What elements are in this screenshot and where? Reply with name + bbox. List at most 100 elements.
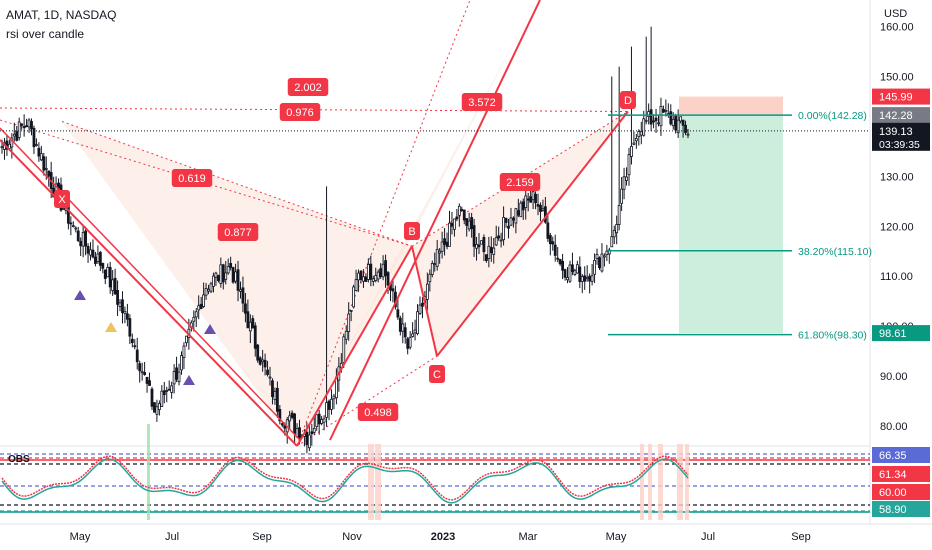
- candle-body: [642, 118, 646, 136]
- candle-body: [588, 275, 592, 282]
- x-tick-label: 2023: [431, 531, 455, 543]
- oscillator-tag-bg: [872, 501, 930, 517]
- ratio-label-bg: [171, 169, 213, 187]
- candle-body: [121, 299, 124, 314]
- candle-body: [256, 344, 260, 361]
- candle-body: [448, 222, 451, 247]
- candle-body: [261, 359, 265, 363]
- candle-body: [175, 367, 178, 380]
- candle-body: [253, 325, 257, 349]
- candle-body: [497, 235, 501, 239]
- candle-body: [482, 237, 486, 253]
- point-label-c-bg: [429, 365, 445, 383]
- candle-body: [357, 272, 360, 281]
- oscillator-highlight: [677, 444, 683, 520]
- candle-body: [443, 238, 446, 245]
- candle-body: [391, 288, 395, 292]
- candle-body: [425, 283, 429, 300]
- oscillator-highlight: [375, 444, 381, 520]
- candle-body: [32, 127, 36, 148]
- candle-body: [74, 227, 78, 230]
- candle-body: [502, 217, 505, 241]
- candle-body: [150, 388, 154, 407]
- candle-body: [622, 176, 626, 190]
- x-tick-label: Jul: [165, 531, 179, 543]
- candle-body: [440, 241, 444, 252]
- candle-body: [275, 387, 279, 412]
- candle-body: [435, 248, 439, 267]
- candle-body: [180, 355, 183, 371]
- ratio-label: 0.619: [178, 173, 206, 185]
- candle-body: [408, 337, 412, 348]
- ratio-label: 0.976: [286, 107, 314, 119]
- oscillator-tag: 61.34: [879, 469, 907, 481]
- x-tick-label: Sep: [252, 531, 272, 543]
- candle-body: [521, 201, 525, 211]
- candle-body: [17, 121, 21, 138]
- ratio-label: 2.002: [294, 82, 322, 94]
- candle-body: [416, 311, 419, 334]
- candle-body: [118, 302, 122, 307]
- candle-body: [519, 202, 523, 218]
- ratio-label-bg: [279, 103, 321, 121]
- candle-body: [76, 230, 80, 242]
- candle-body: [344, 330, 348, 340]
- candle-body: [541, 208, 545, 211]
- candle-body: [411, 333, 415, 337]
- oscillator-main-line: [1, 455, 689, 501]
- candle-body: [561, 260, 565, 271]
- candle-body: [492, 247, 496, 255]
- candle-body: [516, 210, 520, 216]
- candle-body: [160, 390, 164, 408]
- candle-body: [312, 428, 316, 433]
- y-tick-label: 90.00: [880, 371, 908, 383]
- candle-body: [639, 131, 643, 136]
- point-label-d: D: [624, 95, 632, 107]
- candle-body: [401, 323, 405, 332]
- candle-body: [162, 390, 166, 396]
- candle-body: [42, 156, 46, 171]
- candle-body: [315, 414, 319, 427]
- candle-body: [106, 267, 110, 278]
- candle-body: [140, 371, 144, 374]
- candle-body: [69, 222, 73, 225]
- oscillator-tag-bg: [872, 447, 930, 463]
- candle-body: [185, 335, 188, 344]
- candle-body: [669, 111, 673, 125]
- candle-body: [37, 147, 41, 157]
- candle-body: [96, 253, 100, 262]
- price-tag-bg: [872, 122, 930, 151]
- candle-body: [111, 279, 115, 291]
- candle-body: [615, 224, 619, 234]
- price-tag: 98.61: [879, 328, 907, 340]
- candle-body: [35, 144, 38, 146]
- candle-body: [534, 193, 537, 204]
- point-label-x-bg: [54, 190, 70, 208]
- candle-body: [98, 251, 102, 266]
- candle-body: [664, 109, 668, 112]
- oscillator-highlight: [648, 444, 652, 520]
- candle-body: [625, 176, 628, 181]
- candle-body: [71, 225, 75, 228]
- candle-body: [384, 260, 387, 277]
- candle-body: [433, 263, 437, 265]
- x-tick-label: May: [606, 531, 627, 543]
- oscillator-tag: 60.00: [879, 487, 907, 499]
- candle-body: [637, 131, 641, 138]
- candle-body: [278, 408, 282, 422]
- candle-body: [332, 395, 336, 400]
- x-tick-label: Nov: [342, 531, 362, 543]
- candle-body: [504, 218, 508, 223]
- oscillator-highlight: [685, 444, 689, 520]
- candle-body: [627, 154, 631, 176]
- currency-label: USD: [884, 8, 908, 20]
- candle-body: [165, 390, 169, 392]
- y-tick-label: 130.00: [880, 171, 914, 183]
- candle-body: [62, 208, 65, 210]
- candle-body: [108, 267, 112, 288]
- candle-body: [489, 247, 493, 253]
- candle-body: [236, 269, 240, 291]
- candle-body: [182, 345, 186, 358]
